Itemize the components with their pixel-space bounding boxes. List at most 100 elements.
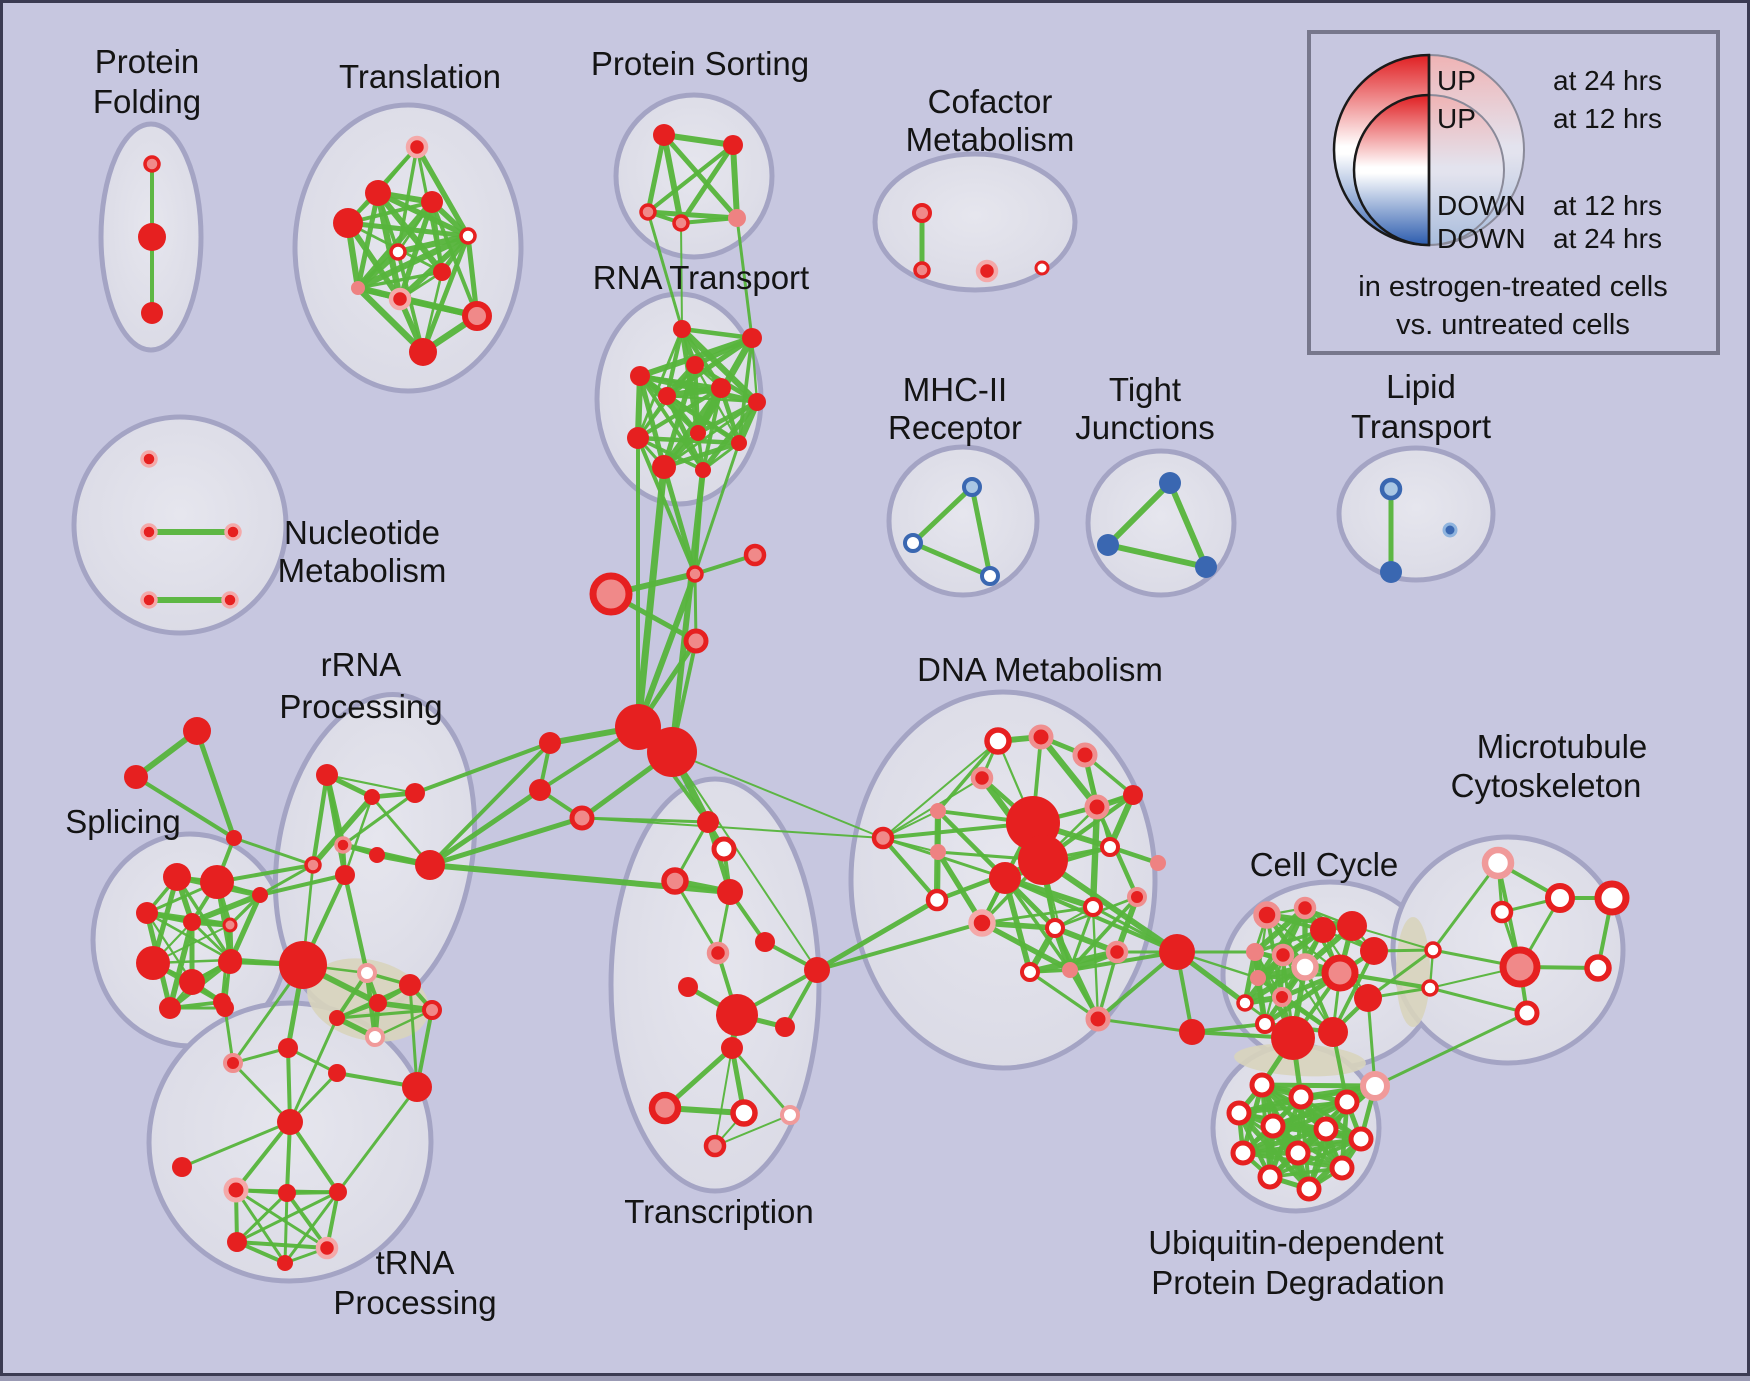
network-edge xyxy=(635,435,742,446)
network-edge xyxy=(646,210,684,331)
node-ubiquitin-4 xyxy=(1260,1113,1286,1139)
network-edge xyxy=(228,892,263,963)
cluster-label-cofactor-2: Metabolism xyxy=(906,121,1075,158)
node-mhc-0 xyxy=(962,477,982,497)
network-edge xyxy=(235,1240,329,1250)
node-transcription-6 xyxy=(706,941,730,965)
node-rnaTransport-6 xyxy=(748,393,766,411)
node-dna-6 xyxy=(1123,785,1143,805)
node-ubiquitin-10 xyxy=(1257,1164,1283,1190)
network-edge xyxy=(180,1120,292,1169)
node-transcription-11 xyxy=(648,1091,682,1125)
node-rrna-10 xyxy=(399,974,421,996)
network-edge xyxy=(664,393,742,446)
network-edge xyxy=(1105,480,1173,548)
network-edge xyxy=(980,905,1095,925)
cluster-ellipse-lipid-transport xyxy=(1336,445,1496,583)
node-rrna-12 xyxy=(422,1000,442,1020)
cluster-label-trna-2: Processing xyxy=(333,1284,496,1321)
node-rrna-2 xyxy=(405,783,425,803)
node-ubiquitin-12 xyxy=(1360,1071,1390,1101)
network-edge xyxy=(194,728,237,841)
legend-box xyxy=(1307,30,1720,355)
node-translation-9 xyxy=(462,301,492,331)
node-rrna-1 xyxy=(364,789,380,805)
node-dna-2 xyxy=(1072,742,1098,768)
node-nucleotide-1 xyxy=(140,523,158,541)
node-ubiquitin-7 xyxy=(1230,1140,1256,1166)
node-ubiquitin-0 xyxy=(1249,1072,1275,1098)
node-dna-20 xyxy=(1150,855,1166,871)
node-translation-5 xyxy=(459,227,477,245)
cluster-label-transcription: Transcription xyxy=(624,1193,814,1230)
network-edge xyxy=(646,143,735,214)
node-rrna-14 xyxy=(329,1010,345,1026)
node-proteinSorting-3 xyxy=(672,214,690,232)
cluster-label-rrna-1: rRNA xyxy=(321,646,402,683)
node-rrna-4 xyxy=(304,856,322,874)
network-edge xyxy=(979,920,1073,973)
node-tri-2 xyxy=(226,830,242,846)
node-cellcycle-11 xyxy=(1236,994,1254,1012)
cluster-ellipse-cofactor-metabolism xyxy=(872,151,1078,293)
node-rnaTransport-0 xyxy=(673,320,691,338)
network-edge xyxy=(354,284,427,356)
node-nucleotide-0 xyxy=(140,450,158,468)
network-edge xyxy=(335,1008,434,1020)
node-dna-11 xyxy=(925,888,949,912)
node-dna-12 xyxy=(968,909,996,937)
network-edge xyxy=(189,892,263,925)
network-edge xyxy=(735,216,754,340)
node-rnaTransport-2 xyxy=(686,356,704,374)
cluster-label-nucleotide-2: Metabolism xyxy=(278,552,447,589)
legend-time-3: at 24 hrs xyxy=(1553,223,1662,254)
node-cellcycle-4 xyxy=(1360,937,1388,965)
node-translation-4 xyxy=(389,243,407,261)
node-nucleotide-3 xyxy=(140,591,158,609)
legend: UP at 24 hrs UP at 12 hrs DOWN at 12 hrs DOWN a… xyxy=(1307,30,1720,355)
network-edge xyxy=(671,751,884,839)
node-cellcycle-12 xyxy=(1255,1014,1275,1034)
network-edge xyxy=(1259,1082,1378,1089)
node-trna-5 xyxy=(402,1072,432,1102)
network-edge xyxy=(581,817,884,839)
node-cellcycle-10 xyxy=(1272,987,1292,1007)
network-edge xyxy=(1295,1083,1378,1156)
node-proteinFolding-2 xyxy=(141,302,163,324)
node-translation-8 xyxy=(388,287,412,311)
node-transcription-8 xyxy=(716,994,758,1036)
network-edge xyxy=(234,1188,287,1265)
network-edge xyxy=(701,386,723,472)
node-cellcycle-15 xyxy=(1354,984,1382,1012)
network-edge xyxy=(678,142,736,226)
node-ubiquitin-1 xyxy=(1288,1084,1314,1110)
node-cofactor-3 xyxy=(1034,260,1050,276)
node-transcription-14 xyxy=(703,1134,727,1158)
node-spine-0 xyxy=(589,572,633,616)
node-transcription-5 xyxy=(804,957,830,983)
node-cellcycle-8 xyxy=(1321,954,1359,992)
cluster-label-nucleotide-1: Nucleotide xyxy=(284,514,440,551)
network-edge xyxy=(910,540,993,579)
node-rrna-5 xyxy=(369,847,385,863)
cluster-label-ubiquitin-1: Ubiquitin-dependent xyxy=(1148,1224,1443,1261)
node-transcription-12 xyxy=(730,1099,758,1127)
node-microtubule-5 xyxy=(1594,880,1630,916)
cluster-label-rna-transport: RNA Transport xyxy=(593,259,809,296)
node-trna-13 xyxy=(277,1255,293,1271)
network-edge xyxy=(420,233,471,355)
node-cellcycle-9 xyxy=(1250,970,1266,986)
node-dna-14 xyxy=(1083,897,1103,917)
network-edge xyxy=(1068,895,1139,972)
network-edge xyxy=(882,740,999,839)
node-spine-3 xyxy=(683,628,709,654)
node-tight-0 xyxy=(1159,472,1181,494)
legend-ring-12h xyxy=(1352,93,1431,247)
network-edge xyxy=(345,220,403,302)
node-trna-6 xyxy=(277,1109,303,1135)
network-edge xyxy=(342,872,370,976)
network-edge xyxy=(634,463,668,731)
network-edge xyxy=(693,441,741,576)
cluster-label-splicing: Splicing xyxy=(65,803,181,840)
